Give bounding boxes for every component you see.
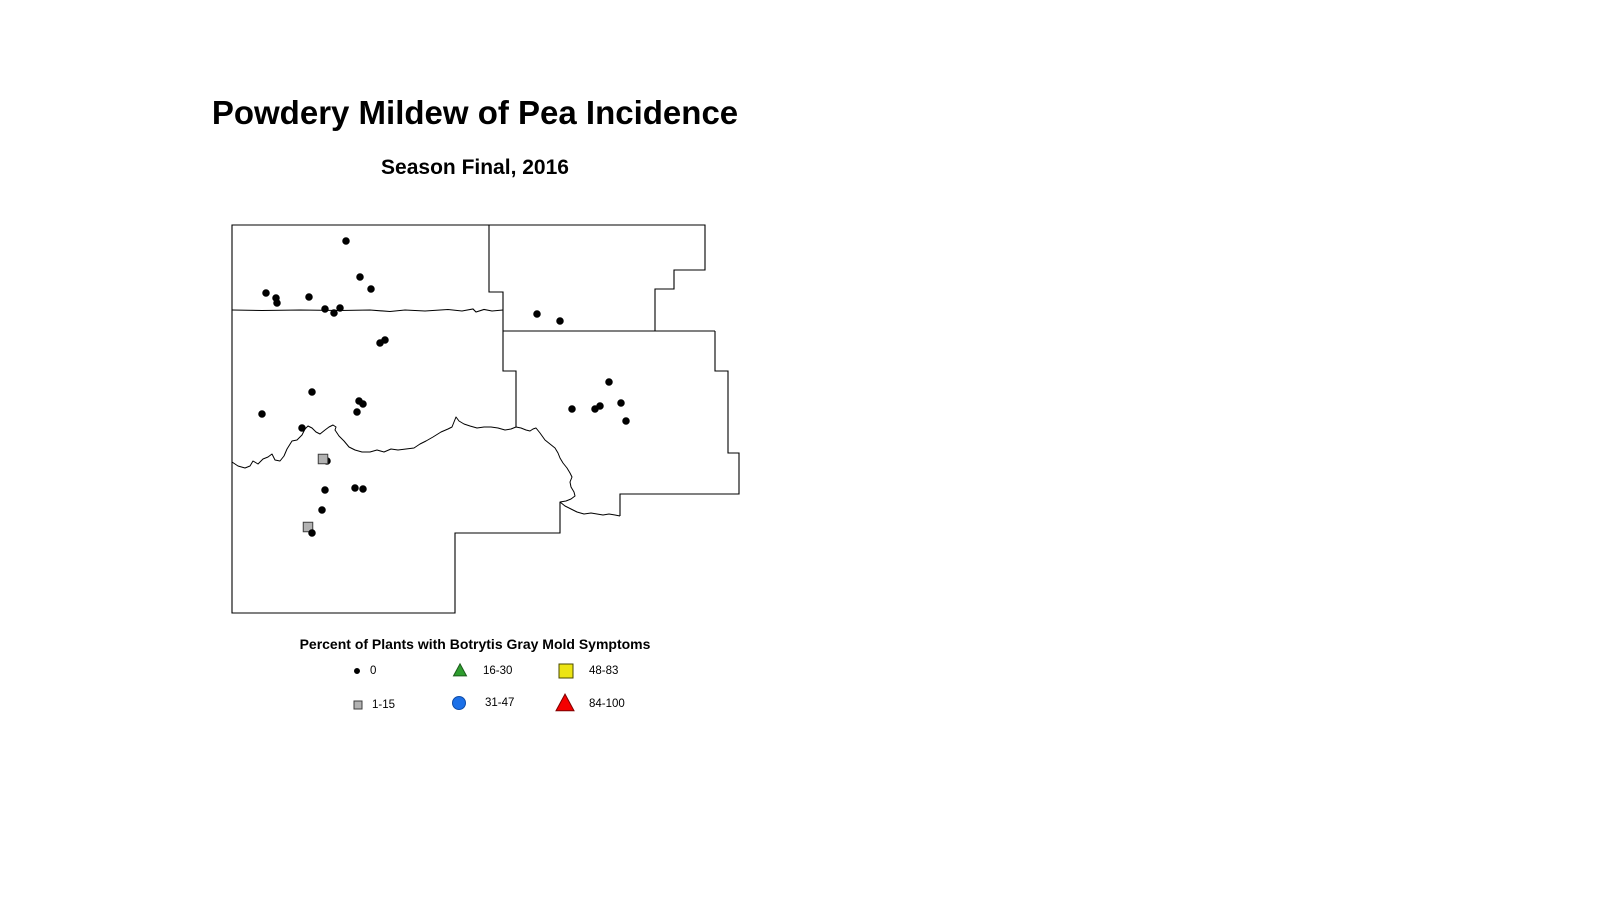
legend-item-label: 31-47 bbox=[485, 697, 515, 709]
legend-item-label: 16-30 bbox=[483, 665, 513, 677]
map-point bbox=[605, 378, 613, 386]
page-title: Powdery Mildew of Pea Incidence bbox=[211, 94, 739, 131]
page-subtitle: Season Final, 2016 bbox=[381, 156, 569, 179]
legend-symbol-square bbox=[353, 700, 363, 710]
county-boundary bbox=[489, 224, 706, 331]
map-point bbox=[308, 529, 316, 537]
map-point bbox=[359, 485, 367, 493]
map-point bbox=[596, 402, 604, 410]
map-point bbox=[273, 299, 281, 307]
map-point bbox=[351, 484, 359, 492]
map-point bbox=[321, 486, 329, 494]
legend-item-label: 0 bbox=[370, 665, 377, 677]
map-point bbox=[330, 309, 338, 317]
legend-symbol-triangle bbox=[452, 662, 468, 677]
map-point bbox=[336, 304, 344, 312]
legend-symbol-square bbox=[558, 663, 574, 679]
county-boundary bbox=[231, 224, 561, 614]
map-point bbox=[305, 293, 313, 301]
map-point bbox=[298, 424, 306, 432]
legend-symbol-circle bbox=[452, 696, 466, 710]
map-point bbox=[262, 289, 270, 297]
map-point bbox=[342, 237, 350, 245]
map-point bbox=[359, 400, 367, 408]
county-boundary bbox=[231, 308, 504, 313]
county-boundary bbox=[488, 225, 517, 427]
map-point bbox=[353, 408, 361, 416]
legend-item-label: 1-15 bbox=[372, 699, 396, 711]
legend-item-label: 48-83 bbox=[589, 665, 619, 677]
map-point bbox=[533, 310, 541, 318]
map-point bbox=[617, 399, 625, 407]
map-point bbox=[556, 317, 564, 325]
legend-title: Percent of Plants with Botrytis Gray Mol… bbox=[299, 636, 651, 652]
map-point bbox=[258, 410, 266, 418]
map-point bbox=[317, 453, 329, 465]
map-point bbox=[356, 273, 364, 281]
river-boundary bbox=[231, 416, 621, 517]
legend-item-label: 84-100 bbox=[589, 698, 625, 710]
map-point bbox=[622, 417, 630, 425]
map-point bbox=[321, 305, 329, 313]
county-boundary bbox=[619, 331, 740, 516]
legend-symbol-triangle bbox=[555, 693, 575, 712]
map-point bbox=[308, 388, 316, 396]
legend-symbol-dot bbox=[354, 668, 360, 674]
map-point bbox=[302, 521, 314, 533]
map-point bbox=[367, 285, 375, 293]
map-point bbox=[318, 506, 326, 514]
map-point bbox=[376, 339, 384, 347]
map-point bbox=[568, 405, 576, 413]
